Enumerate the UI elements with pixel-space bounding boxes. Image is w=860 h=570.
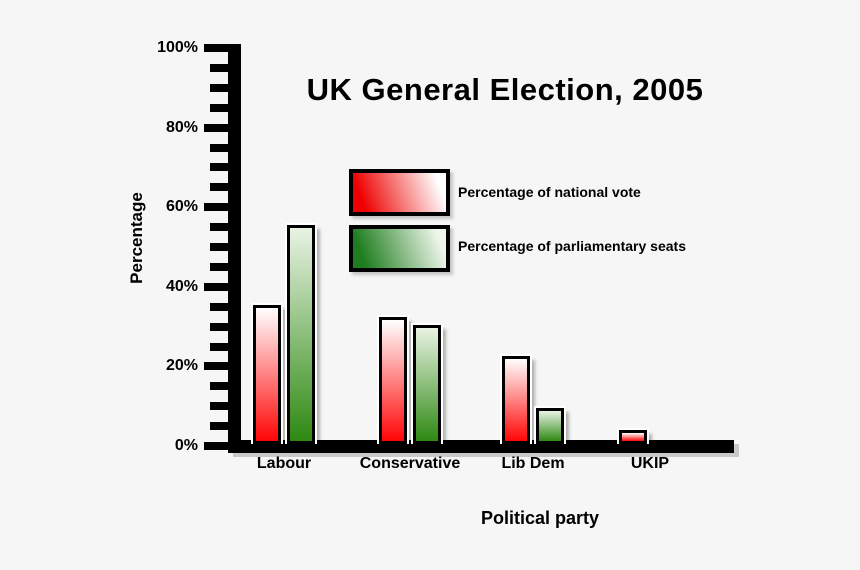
y-axis-major-tick — [204, 442, 228, 450]
bar-lib-dem-seats — [536, 408, 564, 444]
x-axis-category-label: Lib Dem — [501, 455, 565, 472]
legend-vote-label: Percentage of national vote — [458, 184, 641, 200]
y-axis-minor-tick — [210, 223, 228, 232]
x-axis-line — [228, 440, 734, 453]
bar-conservative-seats — [413, 325, 441, 444]
y-axis-minor-tick — [210, 143, 228, 152]
x-axis-category-label: Conservative — [359, 455, 461, 472]
y-axis-minor-tick — [210, 342, 228, 351]
y-axis-major-tick — [204, 362, 228, 371]
y-axis-major-tick — [204, 203, 228, 212]
y-axis-minor-tick — [210, 322, 228, 331]
y-axis-minor-tick — [210, 402, 228, 411]
y-axis-major-tick — [204, 123, 228, 132]
x-axis-title: Political party — [480, 508, 600, 528]
legend-seats-swatch — [349, 225, 450, 272]
bar-conservative-vote — [379, 317, 407, 444]
chart-title: UK General Election, 2005 — [306, 72, 704, 107]
y-axis-minor-tick — [210, 63, 228, 72]
y-axis-minor-tick — [210, 243, 228, 251]
y-axis-minor-tick — [210, 103, 228, 112]
y-axis-tick-label: 0% — [174, 437, 198, 454]
bar-labour-vote — [253, 305, 281, 444]
x-axis-category-label: Labour — [256, 455, 312, 472]
y-axis-minor-tick — [210, 163, 228, 172]
y-axis-tick-label: 100% — [157, 39, 198, 56]
legend-vote-swatch — [349, 169, 450, 216]
y-axis-minor-tick — [210, 262, 228, 271]
y-axis-tick-label: 20% — [165, 357, 198, 375]
bar-ukip-vote — [619, 430, 647, 444]
y-axis-minor-tick — [210, 382, 228, 391]
bar-lib-dem-vote — [502, 356, 530, 444]
y-axis-tick-label: 40% — [165, 277, 198, 295]
y-axis-minor-tick — [210, 83, 228, 92]
y-axis-tick-label: 60% — [165, 198, 198, 216]
y-axis-minor-tick — [210, 302, 228, 311]
y-axis-major-tick — [204, 44, 228, 52]
y-axis-line — [228, 44, 241, 453]
y-axis-tick-label: 80% — [165, 118, 198, 136]
y-axis-minor-tick — [210, 183, 228, 192]
bar-labour-seats — [287, 225, 315, 444]
legend-seats-label: Percentage of parliamentary seats — [458, 238, 686, 254]
x-axis-category-label: UKIP — [630, 455, 670, 472]
y-axis-minor-tick — [210, 422, 228, 431]
y-axis-major-tick — [204, 282, 228, 291]
